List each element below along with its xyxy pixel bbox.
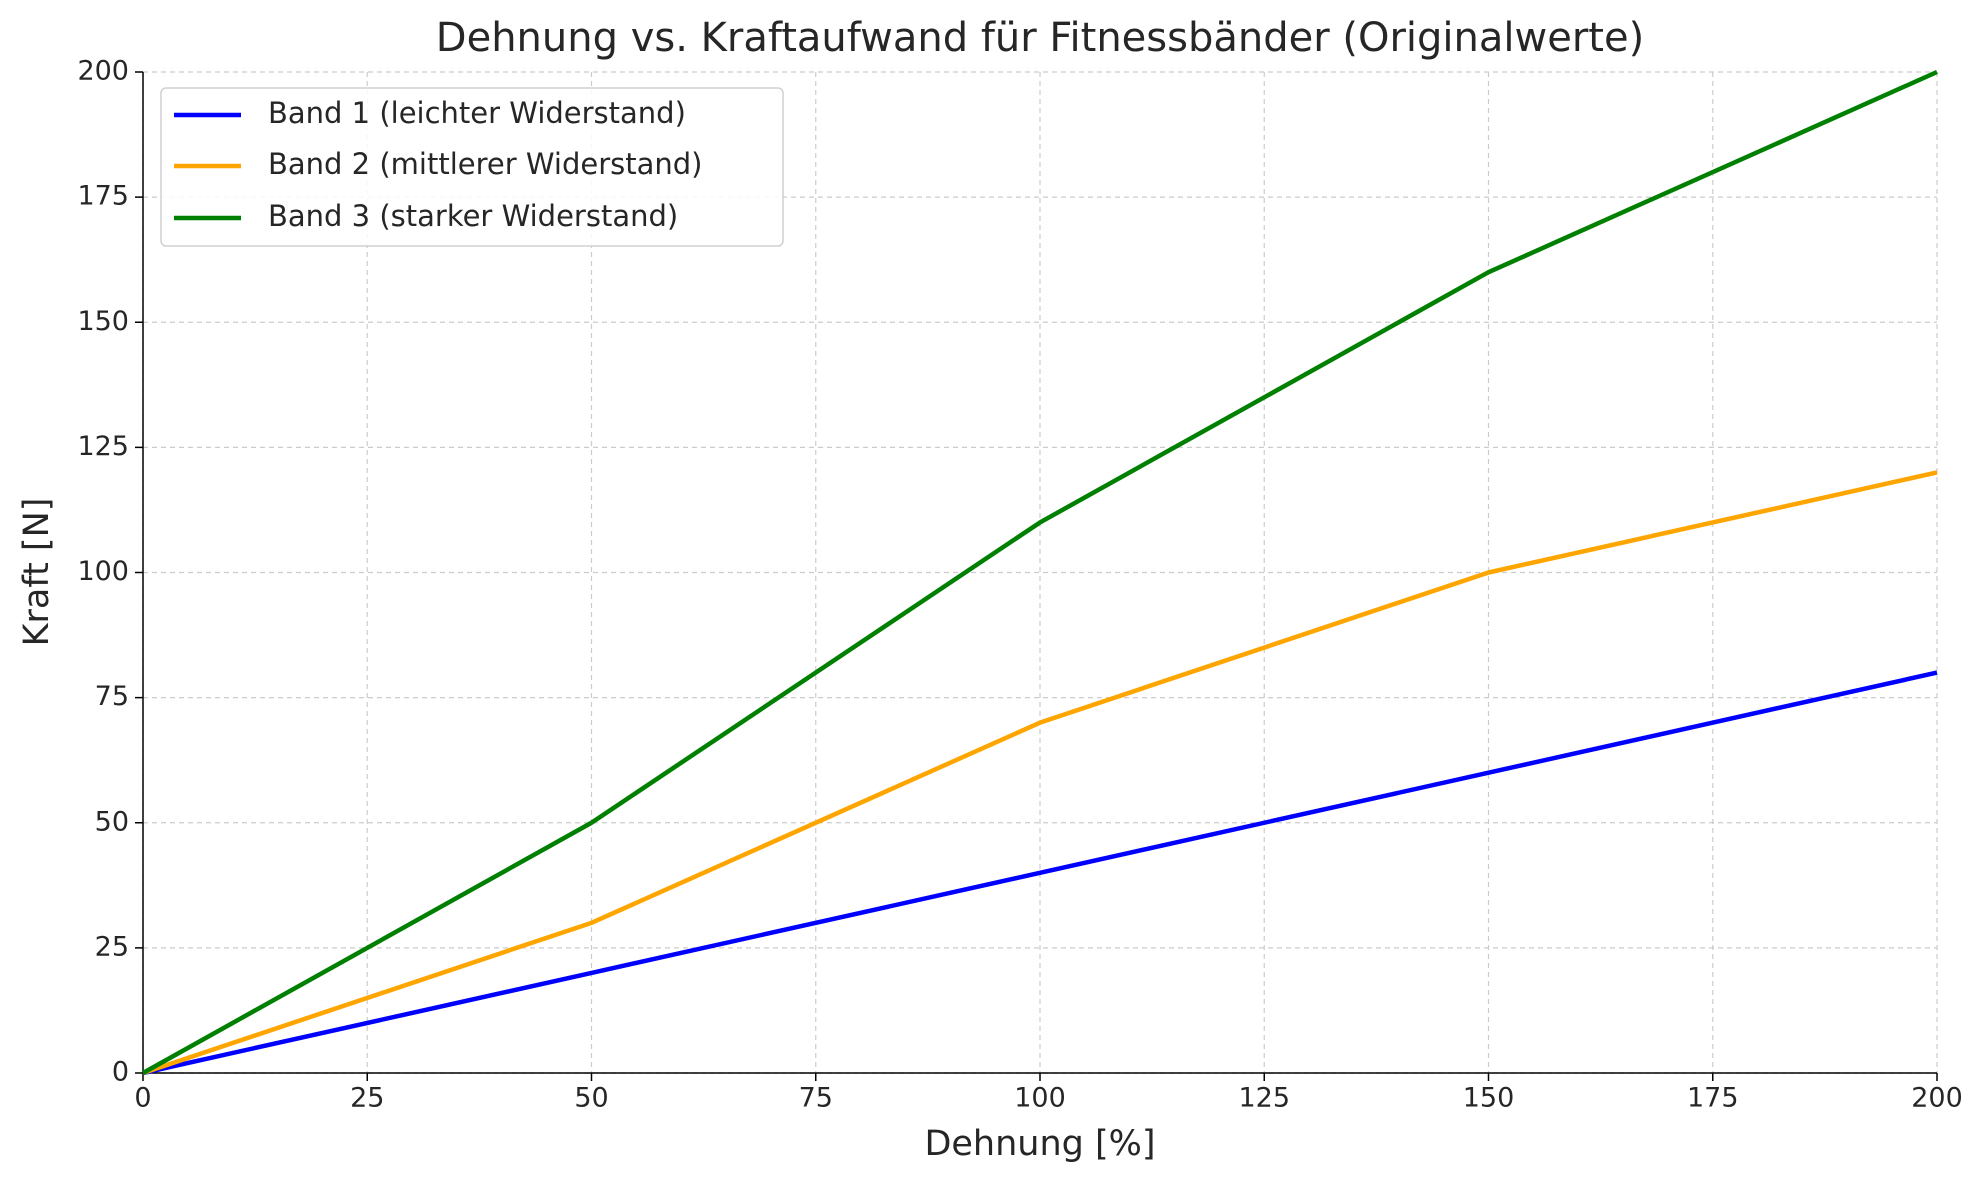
- y-tick-label: 0: [112, 1057, 129, 1088]
- chart-title: Dehnung vs. Kraftaufwand für Fitnessbänd…: [436, 15, 1644, 61]
- x-tick-label: 150: [1463, 1083, 1515, 1114]
- legend-label: Band 2 (mittlerer Widerstand): [268, 147, 703, 181]
- x-tick-label: 50: [574, 1083, 608, 1114]
- legend-box: [160, 87, 784, 247]
- y-tick-label: 75: [95, 681, 129, 712]
- y-tick-label: 125: [77, 431, 129, 462]
- x-axis-label: Dehnung [%]: [924, 1124, 1155, 1164]
- series-line: [141, 69, 1938, 1075]
- y-axis-label: Kraft [N]: [17, 498, 57, 647]
- legend-label: Band 3 (starker Widerstand): [268, 199, 678, 233]
- x-tick-label: 100: [1014, 1083, 1066, 1114]
- y-tick-label: 175: [77, 181, 129, 212]
- y-tick-label: 50: [95, 806, 129, 837]
- x-tick-label: 175: [1687, 1083, 1739, 1114]
- x-tick-label: 0: [134, 1083, 151, 1114]
- y-tick-label: 200: [77, 56, 129, 87]
- x-tick-label: 125: [1238, 1083, 1290, 1114]
- legend-label: Band 1 (leichter Widerstand): [268, 96, 686, 130]
- y-tick-label: 150: [77, 306, 129, 337]
- x-tick-label: 25: [350, 1083, 384, 1114]
- series-line: [142, 470, 1938, 1076]
- series-line: [142, 670, 1938, 1076]
- x-tick-label: 200: [1911, 1083, 1963, 1114]
- y-tick-label: 100: [77, 556, 129, 587]
- x-tick-label: 75: [799, 1083, 833, 1114]
- y-tick-label: 25: [95, 931, 129, 962]
